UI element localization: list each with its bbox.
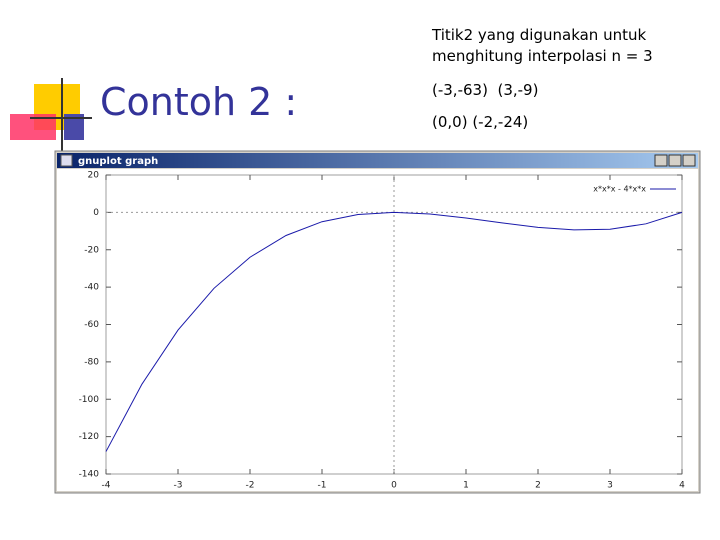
close-button[interactable]: [682, 154, 696, 167]
maximize-button[interactable]: [668, 154, 682, 167]
legend-label: x*x*x - 4*x*x: [593, 185, 646, 194]
minimize-button[interactable]: [654, 154, 668, 167]
note-line: menghitung interpolasi n = 3: [432, 47, 653, 65]
x-tick-label: -4: [102, 481, 111, 491]
window-title: gnuplot graph: [78, 156, 158, 167]
y-tick-label: -120: [79, 432, 100, 442]
x-tick-label: 1: [463, 481, 469, 491]
y-tick-label: 0: [93, 208, 99, 218]
series-line: [105, 211, 683, 452]
points-line: (0,0) (-2,-24): [432, 113, 529, 131]
points-line: (-3,-63) (3,-9): [432, 81, 539, 99]
y-tick-label: -20: [84, 245, 99, 255]
decor-blue: [64, 114, 84, 140]
x-tick-label: -1: [318, 481, 327, 491]
decor-hline: [30, 117, 92, 119]
x-tick-label: -2: [246, 481, 255, 491]
x-tick-label: 3: [607, 481, 613, 491]
y-tick-label: 20: [88, 171, 100, 181]
x-tick-label: 4: [679, 481, 685, 491]
plot-background: [57, 169, 698, 491]
y-tick-label: -40: [84, 283, 99, 293]
y-tick-label: -80: [84, 357, 99, 367]
window-icon: [60, 154, 73, 167]
y-tick-label: -140: [79, 470, 100, 480]
x-tick-label: 0: [391, 481, 397, 491]
title-bar: [57, 153, 698, 168]
note-line: Titik2 yang digunakan untuk: [432, 26, 647, 44]
y-tick-label: -60: [84, 320, 99, 330]
decor-vline: [61, 78, 63, 160]
y-tick-label: -100: [79, 395, 100, 405]
x-tick-label: -3: [174, 481, 183, 491]
x-tick-label: 2: [535, 481, 541, 491]
slide-title: Contoh 2 :: [100, 80, 298, 124]
